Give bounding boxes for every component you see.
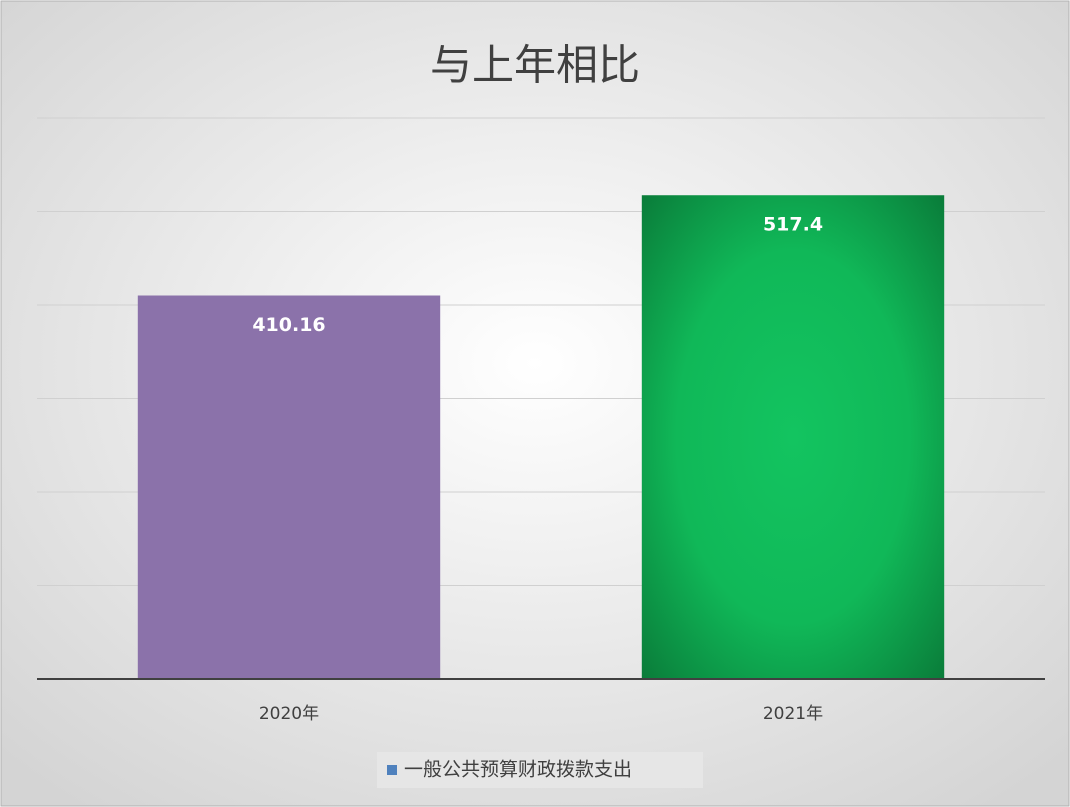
chart-title: 与上年相比 — [430, 41, 640, 90]
value-label: 410.16 — [252, 314, 325, 336]
legend-label: 一般公共预算财政拨款支出 — [404, 759, 632, 781]
x-tick-label: 2021年 — [763, 704, 823, 724]
legend-marker — [387, 765, 397, 775]
x-tick-label: 2020年 — [259, 704, 319, 724]
bar — [641, 195, 945, 679]
value-label: 517.4 — [763, 214, 823, 236]
bar — [137, 295, 441, 679]
legend-background — [377, 752, 703, 788]
